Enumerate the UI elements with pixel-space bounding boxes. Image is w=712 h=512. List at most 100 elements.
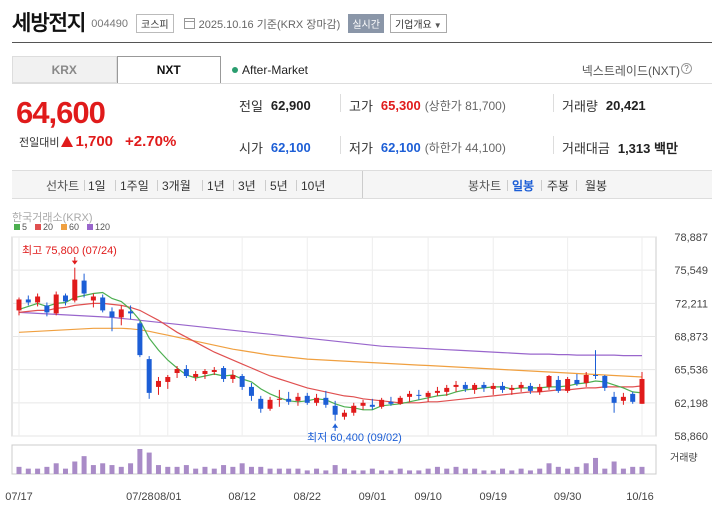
candle-body [44, 305, 50, 313]
stat-label: 거래대금 [562, 141, 610, 156]
volume-bar [286, 468, 292, 474]
candle-body [25, 299, 31, 303]
stat-value: 62,100 [380, 140, 421, 155]
ma60-line [18, 327, 643, 378]
period-1d[interactable]: 1일 [88, 179, 106, 193]
volume-bar [462, 468, 468, 474]
candle-body [341, 412, 347, 417]
stock-code: 004490 [91, 18, 128, 30]
nxt-label: 넥스트레이드(NXT) [581, 64, 680, 78]
ma20-line [18, 302, 643, 404]
period-monthly[interactable]: 월봉 [585, 179, 608, 193]
candle-body [527, 385, 533, 391]
candle-body [286, 398, 292, 402]
candle-body [481, 384, 487, 388]
help-icon[interactable]: ? [681, 63, 692, 74]
period-3m[interactable]: 3개월 [162, 179, 191, 193]
volume-bar [434, 466, 440, 474]
candle-body [295, 396, 301, 401]
candle-body [453, 384, 459, 387]
y-tick-label: 65,536 [674, 365, 708, 377]
volume-bar [341, 468, 347, 474]
period-daily[interactable]: 일봉 [512, 179, 535, 193]
volume-bar [137, 449, 143, 474]
y-tick-label: 72,211 [675, 298, 708, 310]
period-10y[interactable]: 10년 [301, 179, 326, 193]
candle-body [407, 393, 413, 397]
volume-bar [53, 463, 59, 474]
annotation-high-arrowhead [71, 260, 78, 265]
realtime-button[interactable]: 실시간 [348, 14, 384, 33]
candle-body [90, 296, 96, 301]
company-overview-button[interactable]: 기업개요 ▼ [389, 14, 447, 33]
x-tick-label: 07/17 [5, 491, 33, 503]
legend-label: 20 [43, 222, 54, 232]
legend-swatch [87, 224, 94, 230]
period-3y[interactable]: 3년 [238, 179, 256, 193]
candle-body [248, 386, 254, 396]
stat-value: 62,900 [270, 98, 311, 113]
volume-bar [490, 470, 496, 474]
volume-bar [360, 470, 366, 474]
period-5y[interactable]: 5년 [270, 179, 288, 193]
volume-bar [202, 466, 208, 474]
divider [296, 180, 297, 191]
divider [507, 180, 508, 191]
volume-bar [583, 463, 589, 474]
chart-title: 한국거래소(KRX) [12, 212, 93, 224]
candle-body [444, 387, 450, 392]
candle-body [416, 394, 422, 396]
volume-bar [267, 468, 273, 474]
chart-legend: 5 20 60 120 [14, 222, 118, 232]
candle-body [434, 390, 440, 393]
volume-bar [258, 466, 264, 474]
candle-body [397, 397, 403, 404]
stat-open: 시가 62,100 [239, 138, 311, 157]
stock-name: 세방전지 [12, 12, 86, 35]
divider [202, 180, 203, 191]
divider [541, 180, 542, 191]
volume-bar [146, 452, 152, 474]
change-label: 전일대비 [19, 136, 60, 149]
tab-krx[interactable]: KRX [12, 56, 117, 83]
tab-nxt[interactable]: NXT [116, 56, 221, 83]
date-text: 2025.10.16 기준(KRX 장마감) [198, 18, 341, 31]
volume-bar [25, 468, 31, 474]
candle-body [267, 399, 273, 409]
divider [233, 180, 234, 191]
volume-bar [16, 466, 22, 474]
candle-body [332, 405, 338, 415]
divider [157, 180, 158, 191]
legend-ma20: 20 [35, 222, 53, 232]
period-1w[interactable]: 1주일 [120, 179, 149, 193]
candle-body [602, 375, 608, 388]
change-percent: +2.70% [125, 133, 177, 150]
volume-bar [248, 466, 254, 474]
stat-label: 시가 [239, 141, 263, 156]
period-1y[interactable]: 1년 [207, 179, 225, 193]
candle-body [611, 396, 617, 403]
legend-ma5: 5 [14, 222, 27, 232]
volume-bar [193, 468, 199, 474]
exchange-tabs: KRX NXT [12, 56, 221, 83]
candle-body [425, 392, 431, 397]
change-value: 1,700 [75, 133, 114, 150]
volume-bar [602, 468, 608, 474]
x-tick-label: 09/30 [554, 491, 582, 503]
candle-body [546, 375, 552, 387]
volume-bar [425, 468, 431, 474]
period-weekly[interactable]: 주봉 [547, 179, 570, 193]
x-tick-label: 09/10 [414, 491, 442, 503]
volume-bar [537, 468, 543, 474]
stat-low: 저가 62,100 (하한가 44,100) [349, 138, 506, 157]
x-tick-label: 08/22 [293, 491, 321, 503]
x-tick-label: 08/12 [228, 491, 256, 503]
stat-sub: (하한가 44,100) [424, 141, 506, 155]
candle-body [323, 397, 329, 405]
volume-bar [639, 466, 645, 474]
y-tick-label: 78,887 [674, 232, 708, 244]
candle-body [62, 295, 68, 302]
up-arrow-icon [61, 136, 74, 147]
candle-body [509, 387, 515, 390]
